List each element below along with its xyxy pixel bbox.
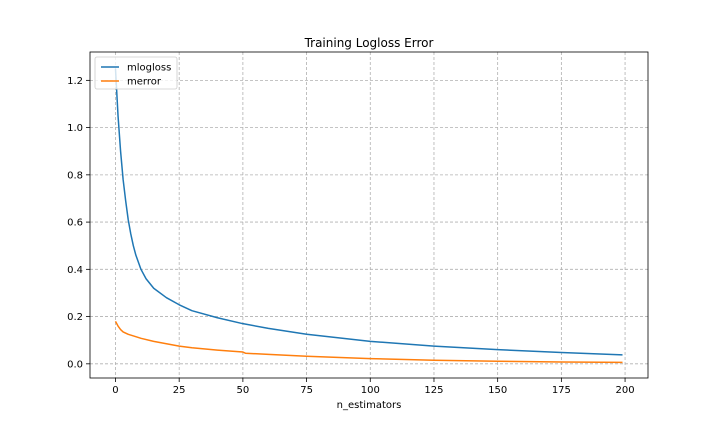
x-axis-label: n_estimators: [337, 400, 402, 411]
y-tick-label: 0.0: [67, 359, 83, 370]
y-tick-label: 0.4: [67, 265, 83, 276]
x-tick-label: 125: [424, 385, 443, 396]
y-tick-label: 0.8: [67, 170, 83, 181]
legend-label-mlogloss: mlogloss: [127, 63, 171, 74]
legend: mlogloss merror: [94, 56, 178, 90]
x-tick-label: 100: [361, 385, 380, 396]
chart-title: Training Logloss Error: [304, 36, 434, 50]
series-line-merror: [114, 320, 623, 364]
y-tick-label: 0.6: [67, 218, 83, 229]
x-tick-label: 75: [300, 385, 313, 396]
x-tick-label: 25: [173, 385, 186, 396]
grid-layer: [90, 52, 648, 378]
y-tick-label: 1.2: [67, 76, 83, 87]
x-tick-label: 200: [616, 385, 635, 396]
series-layer: [114, 68, 623, 364]
series-line-mlogloss: [114, 68, 623, 356]
x-tick-label: 0: [112, 385, 118, 396]
tick-layer: 0 25 50 75 100 125 150 175 200 0.0 0.2 0.4 0.6 0.8 1.0…: [67, 76, 635, 396]
x-tick-label: 50: [237, 385, 250, 396]
x-tick-label: 175: [552, 385, 571, 396]
plot-frame: [89, 51, 649, 379]
legend-label-merror: merror: [127, 77, 162, 88]
y-tick-label: 0.2: [67, 312, 83, 323]
y-tick-label: 1.0: [67, 123, 83, 134]
x-tick-label: 150: [488, 385, 507, 396]
